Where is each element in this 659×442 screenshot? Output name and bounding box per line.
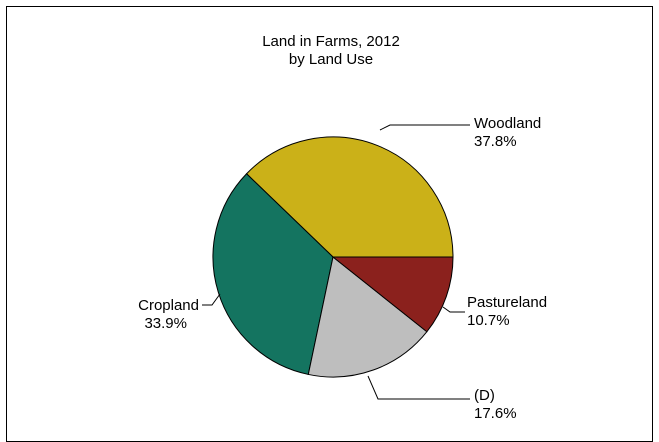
slice-value-cropland: 33.9% [144,315,187,332]
slice-label-cropland: Cropland [138,297,199,314]
pie-slice-pastureland [331,256,454,333]
slice-label-pastureland: Pastureland [467,294,547,311]
slice-label-d: (D) [474,387,495,404]
slice-label-woodland: Woodland [474,115,541,132]
leader-pastureland [442,306,465,313]
chart-title: Land in Farms, 2012 [262,33,400,50]
leader-d [367,375,470,400]
slice-value-woodland: 37.8% [474,133,517,150]
leader-woodland [379,124,470,131]
chart-subtitle: by Land Use [289,51,373,68]
pie-slice-d [307,256,428,378]
slice-value-pastureland: 10.7% [467,312,510,329]
slice-value-d: 17.6% [474,405,517,422]
pie-slice-woodland [245,136,454,258]
pie-slice-cropland [212,173,334,376]
pie-slices [212,136,454,378]
leader-cropland [202,293,221,306]
